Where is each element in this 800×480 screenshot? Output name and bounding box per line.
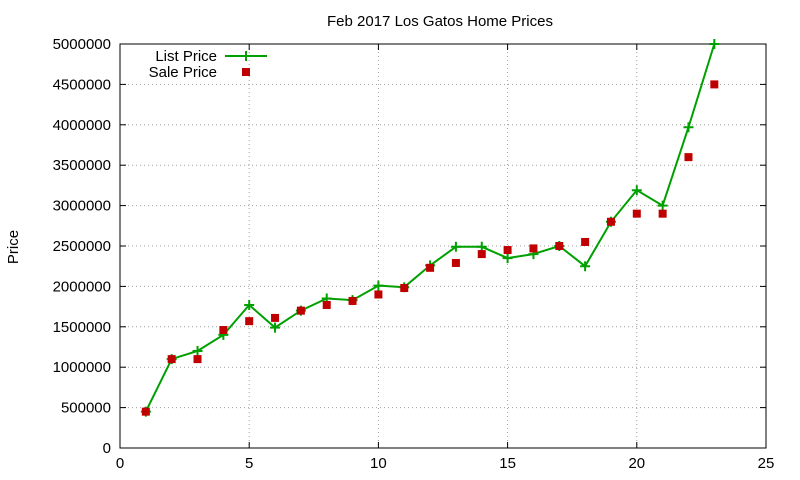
y-tick-label: 2000000 bbox=[53, 278, 111, 295]
list-price-point bbox=[657, 200, 668, 211]
sale-price-point bbox=[451, 258, 460, 267]
list-price-point bbox=[244, 299, 255, 310]
sale-price-point bbox=[581, 237, 590, 246]
y-tick-label: 3000000 bbox=[53, 198, 111, 215]
legend-label-sale-price: Sale Price bbox=[149, 64, 217, 81]
chart-title: Feb 2017 Los Gatos Home Prices bbox=[327, 13, 553, 30]
y-tick-label: 2500000 bbox=[53, 238, 111, 255]
legend-label-list-price: List Price bbox=[155, 48, 217, 65]
sale-price-point bbox=[503, 246, 512, 255]
sale-price-point bbox=[400, 284, 409, 293]
sale-price-point bbox=[271, 313, 280, 322]
y-tick-label: 5000000 bbox=[53, 36, 111, 53]
x-tick-label: 20 bbox=[628, 455, 645, 472]
plot-frame bbox=[119, 43, 767, 449]
list-price-point bbox=[270, 322, 281, 333]
grid-lines bbox=[120, 44, 766, 448]
y-tick-label: 1000000 bbox=[53, 359, 111, 376]
sale-price-point bbox=[606, 217, 615, 226]
x-tick-label: 5 bbox=[245, 455, 253, 472]
sale-price-point bbox=[426, 263, 435, 272]
legend-marker-list-price bbox=[241, 51, 251, 61]
axes: 0 500000 1000000 1500000 2000000 2500000 30000… bbox=[53, 36, 775, 472]
y-tick-label: 4500000 bbox=[53, 76, 111, 93]
x-tick-label: 15 bbox=[499, 455, 516, 472]
sale-price-point bbox=[658, 209, 667, 218]
list-price-point bbox=[631, 185, 642, 196]
sale-price-point bbox=[322, 300, 331, 309]
sale-price-point bbox=[219, 326, 228, 335]
sale-price-point bbox=[141, 407, 150, 416]
sale-price-point bbox=[632, 209, 641, 218]
sale-price-point bbox=[529, 244, 538, 253]
y-tick-label: 0 bbox=[103, 440, 111, 457]
sale-price-point bbox=[296, 306, 305, 315]
x-tick-label: 0 bbox=[116, 455, 124, 472]
list-price-point bbox=[502, 253, 513, 264]
sale-price-point bbox=[348, 296, 357, 305]
sale-price-point bbox=[245, 317, 254, 326]
list-price-point bbox=[683, 122, 694, 133]
y-tick-label: 3500000 bbox=[53, 157, 111, 174]
plot-area bbox=[140, 39, 720, 417]
y-tick-label: 1500000 bbox=[53, 319, 111, 336]
list-price-point bbox=[580, 261, 591, 272]
sale-price-point bbox=[555, 242, 564, 250]
x-tick-label: 25 bbox=[758, 455, 775, 472]
sale-price-point bbox=[374, 290, 383, 299]
sale-price-point bbox=[193, 355, 202, 364]
sale-price-point bbox=[477, 250, 486, 259]
list-price-line bbox=[144, 43, 716, 413]
sale-price-point bbox=[710, 80, 719, 89]
sale-price-point bbox=[684, 153, 693, 162]
y-tick-label: 500000 bbox=[61, 400, 111, 417]
legend-marker-sale-price bbox=[242, 68, 250, 76]
list-price-point bbox=[373, 280, 384, 291]
y-tick-label: 4000000 bbox=[53, 117, 111, 134]
x-tick-label: 10 bbox=[370, 455, 387, 472]
y-axis-label: Price bbox=[5, 230, 22, 264]
sale-price-point bbox=[167, 355, 176, 364]
list-price-point bbox=[192, 346, 203, 357]
list-price-point bbox=[709, 39, 720, 49]
legend: List Price Sale Price bbox=[149, 48, 267, 81]
list-price-point bbox=[450, 241, 461, 252]
